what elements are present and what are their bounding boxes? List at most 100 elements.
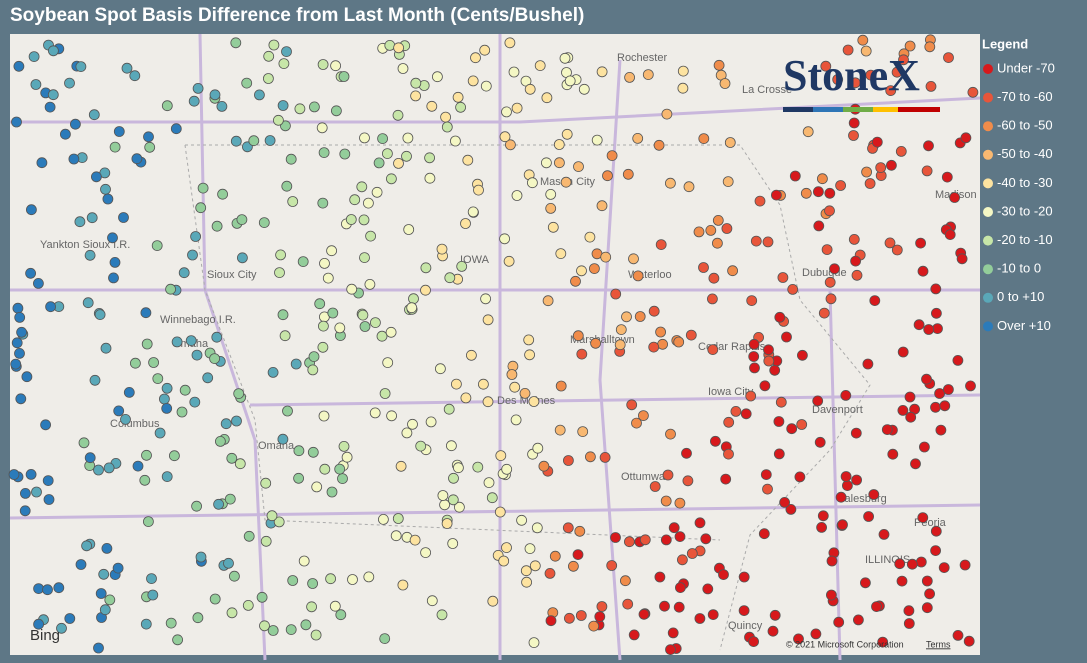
station-dot bbox=[904, 40, 916, 52]
station-dot bbox=[877, 636, 889, 648]
station-dot bbox=[379, 633, 391, 644]
station-dot bbox=[642, 69, 654, 80]
station-dot bbox=[307, 578, 319, 589]
station-dot bbox=[774, 311, 786, 323]
station-dot bbox=[165, 283, 177, 295]
station-dot bbox=[420, 547, 432, 558]
station-dot bbox=[930, 545, 941, 556]
station-dot bbox=[681, 447, 692, 459]
station-dot bbox=[576, 265, 587, 277]
station-dot bbox=[319, 463, 331, 475]
station-dot bbox=[898, 54, 909, 66]
station-dot bbox=[373, 157, 385, 169]
station-dot bbox=[40, 419, 51, 431]
station-dot bbox=[104, 594, 116, 606]
station-dot bbox=[123, 386, 135, 398]
station-dot bbox=[897, 404, 909, 416]
station-dot bbox=[129, 70, 141, 82]
station-dot bbox=[720, 473, 732, 485]
station-dot bbox=[767, 625, 779, 637]
station-dot bbox=[917, 265, 929, 277]
station-dot bbox=[236, 214, 248, 226]
station-dot bbox=[606, 560, 618, 571]
station-dot bbox=[534, 60, 546, 71]
legend-marker bbox=[983, 121, 993, 132]
station-dot bbox=[705, 224, 717, 236]
station-dot bbox=[171, 336, 183, 348]
station-dot bbox=[337, 473, 348, 485]
station-dot bbox=[406, 302, 418, 314]
station-dot bbox=[915, 556, 927, 568]
station-dot bbox=[214, 435, 226, 447]
station-dot bbox=[884, 237, 896, 249]
station-dot bbox=[921, 575, 933, 587]
station-dot bbox=[698, 262, 709, 273]
station-dot bbox=[673, 336, 685, 348]
station-dot bbox=[95, 588, 107, 599]
station-dot bbox=[386, 410, 398, 422]
station-dot bbox=[397, 63, 409, 74]
station-dot bbox=[878, 529, 890, 540]
station-dot bbox=[317, 320, 329, 332]
station-dot bbox=[195, 551, 207, 563]
station-dot bbox=[661, 108, 673, 120]
station-dot bbox=[282, 405, 293, 417]
station-dot bbox=[392, 109, 404, 121]
station-dot bbox=[860, 577, 871, 589]
station-dot bbox=[935, 424, 947, 436]
station-dot bbox=[555, 380, 567, 392]
station-dot bbox=[480, 80, 492, 92]
station-dot bbox=[769, 609, 781, 621]
station-dot bbox=[10, 358, 22, 370]
station-dot bbox=[632, 270, 644, 282]
station-dot bbox=[279, 330, 291, 342]
station-dot bbox=[779, 496, 790, 508]
station-dot bbox=[437, 490, 449, 501]
legend-marker bbox=[983, 178, 993, 189]
station-dot bbox=[614, 339, 626, 351]
station-dot bbox=[887, 448, 899, 460]
station-dot bbox=[683, 181, 695, 193]
station-dot bbox=[75, 559, 87, 570]
station-dot bbox=[100, 183, 111, 195]
station-dot bbox=[939, 400, 951, 412]
station-dot bbox=[187, 249, 198, 261]
station-dot bbox=[231, 415, 242, 427]
station-dot bbox=[279, 120, 291, 132]
station-dot bbox=[554, 424, 566, 436]
station-dot bbox=[724, 137, 736, 148]
station-dot bbox=[833, 616, 845, 628]
station-dot bbox=[338, 71, 350, 82]
station-dot bbox=[278, 58, 290, 69]
station-dot bbox=[25, 267, 37, 279]
station-dot bbox=[921, 165, 933, 177]
station-dot bbox=[545, 615, 557, 627]
station-dot bbox=[161, 471, 173, 483]
station-dot bbox=[840, 389, 852, 401]
station-dot bbox=[68, 153, 80, 165]
station-dot bbox=[103, 462, 115, 474]
station-dot bbox=[712, 237, 723, 249]
station-dot bbox=[519, 387, 531, 399]
station-dot bbox=[42, 475, 54, 487]
station-dot bbox=[667, 627, 679, 639]
station-dot bbox=[443, 403, 455, 415]
station-dot bbox=[813, 186, 824, 198]
station-dot bbox=[311, 481, 323, 493]
station-dot bbox=[277, 433, 289, 445]
station-dot bbox=[749, 362, 760, 374]
station-dot bbox=[584, 231, 596, 243]
station-dot bbox=[930, 283, 942, 295]
station-dot bbox=[673, 601, 685, 613]
station-dot bbox=[140, 618, 152, 630]
station-dot bbox=[347, 574, 358, 585]
station-dot bbox=[334, 322, 346, 334]
station-dot bbox=[960, 132, 972, 144]
station-dot bbox=[307, 364, 319, 376]
station-dot bbox=[555, 248, 567, 260]
station-dot bbox=[931, 307, 942, 319]
station-dot bbox=[349, 194, 361, 206]
station-dot bbox=[84, 452, 96, 464]
terms-link[interactable]: Terms bbox=[926, 639, 951, 649]
